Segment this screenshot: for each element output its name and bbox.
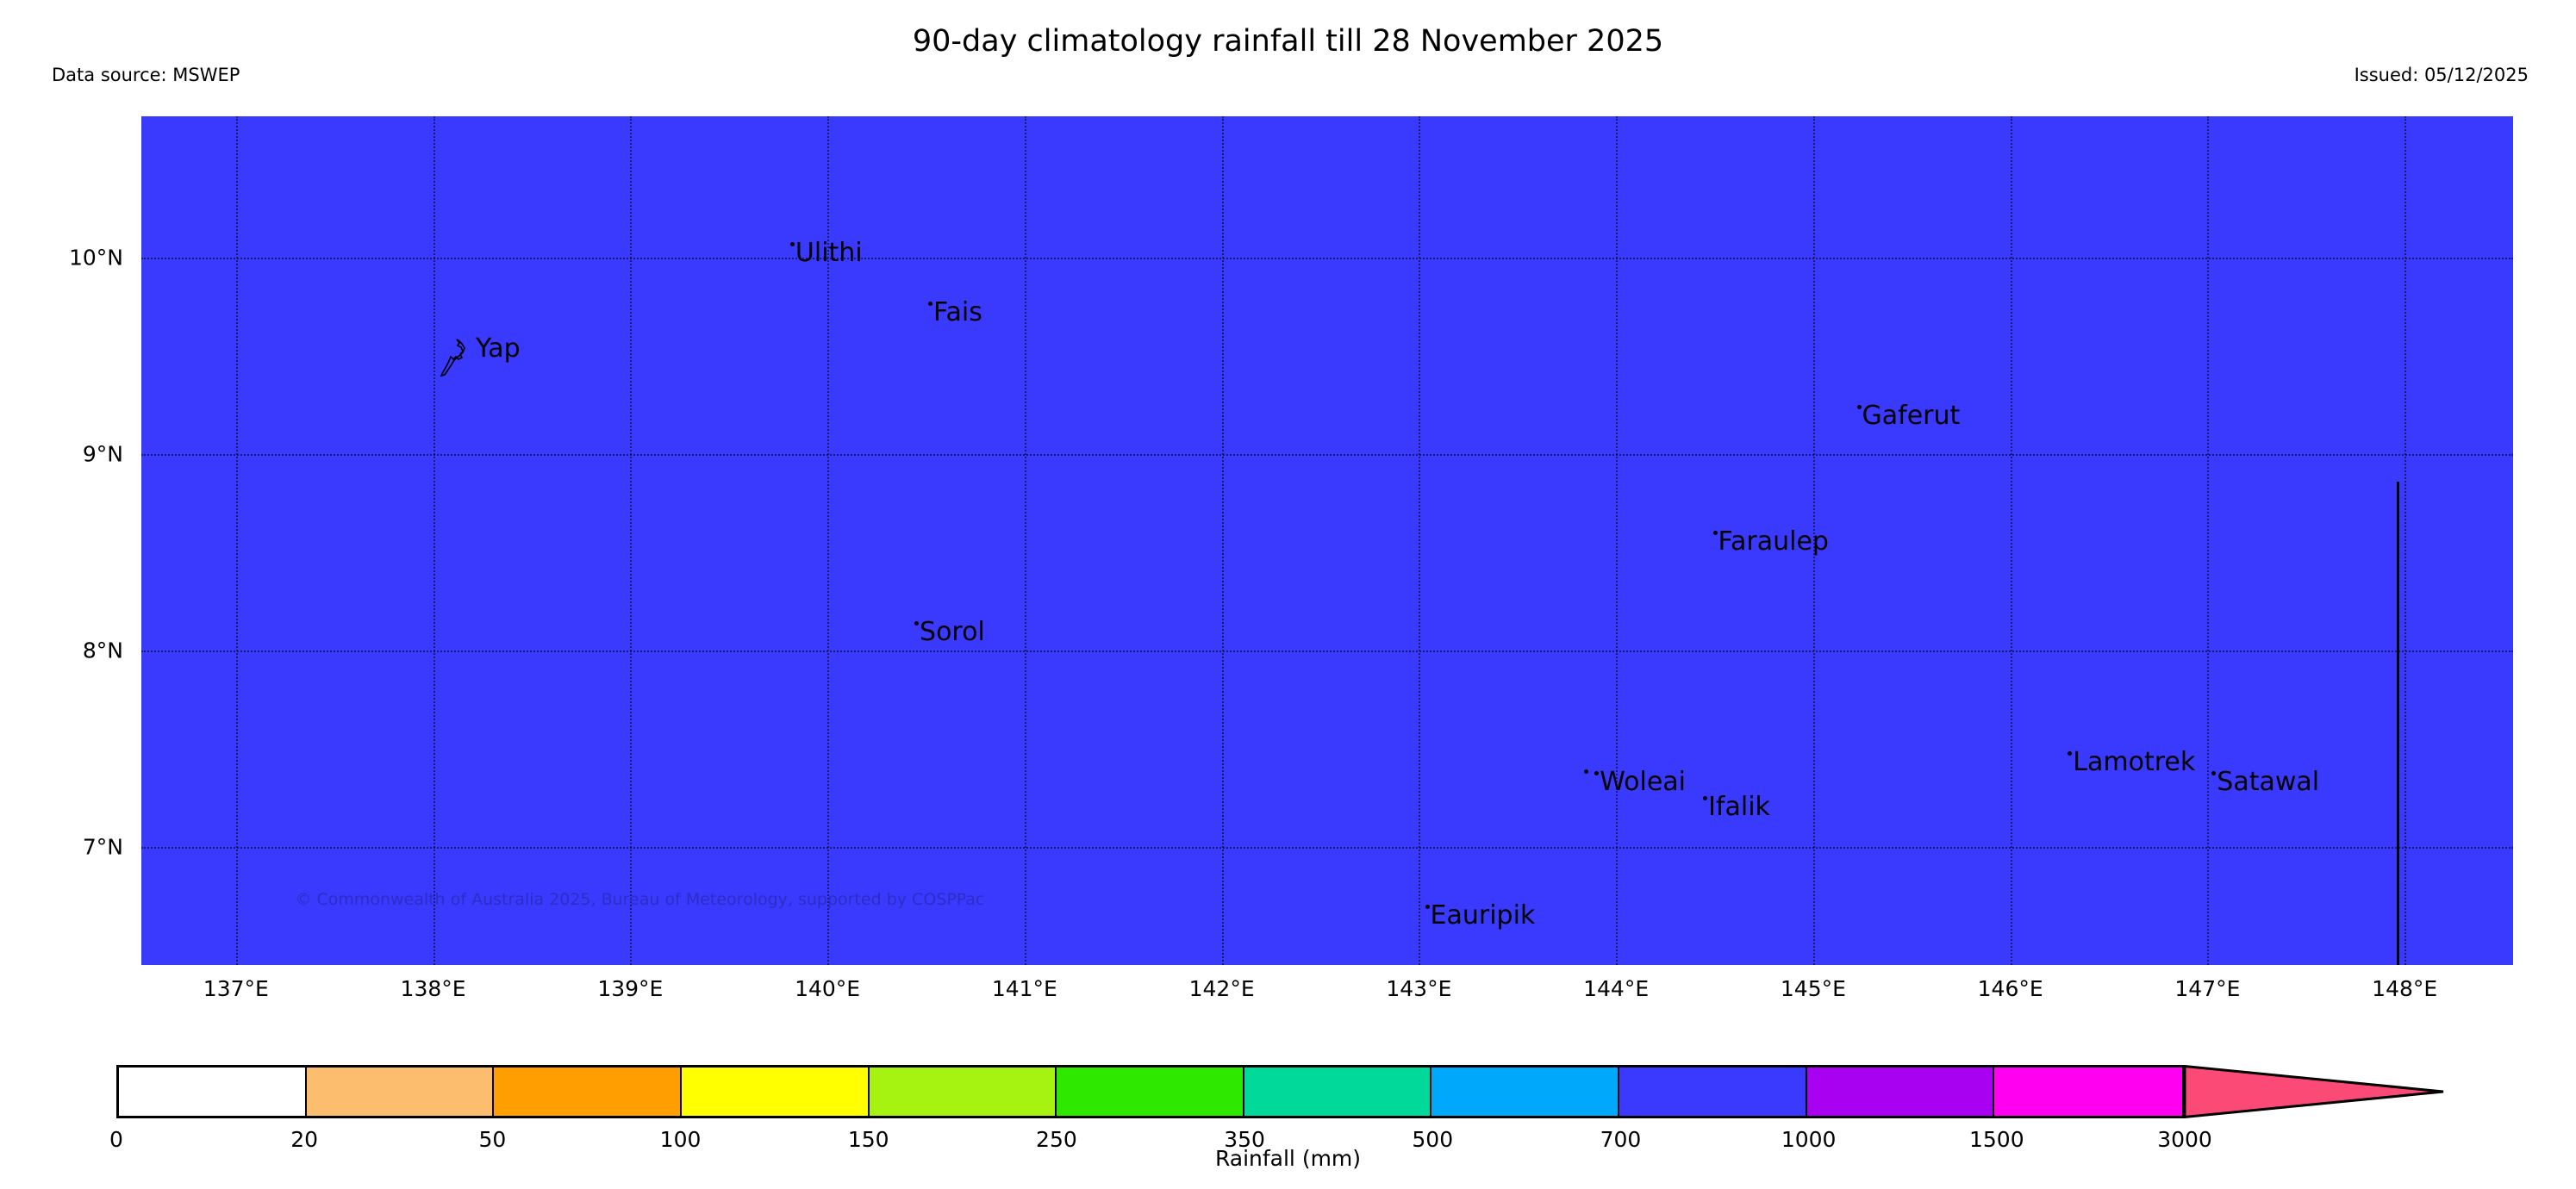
xtick-label: 140°E — [795, 976, 861, 1001]
ytick-label: 10°N — [68, 245, 123, 271]
island-marker-satawal — [2211, 770, 2217, 775]
gridline-longitude — [2207, 116, 2210, 965]
colorbar-segment-350 — [1244, 1068, 1432, 1116]
colorbar-tick-700: 700 — [1600, 1127, 1642, 1152]
island-label-eauripik: Eauripik — [1430, 900, 1536, 931]
island-marker-eauripik — [1425, 904, 1430, 909]
colorbar-segment-250 — [1057, 1068, 1244, 1116]
colorbar-axis-label: Rainfall (mm) — [1214, 1146, 1362, 1171]
colorbar-overflow-arrow — [2185, 1065, 2444, 1118]
island-marker-ulithi — [789, 242, 795, 247]
island-label-satawal: Satawal — [2217, 766, 2320, 797]
colorbar-tick-100: 100 — [659, 1127, 702, 1152]
island-marker-woleai-secondary — [1584, 769, 1589, 774]
gridline-latitude — [141, 847, 2513, 850]
gridline-longitude — [1812, 116, 1815, 965]
colorbar-tick-1000: 1000 — [1781, 1127, 1837, 1152]
colorbar-segment-150 — [869, 1068, 1057, 1116]
colorbar-segments — [116, 1065, 2185, 1118]
island-label-woleai: Woleai — [1600, 766, 1687, 797]
colorbar-tick-20: 20 — [290, 1127, 319, 1152]
xtick-label: 147°E — [2174, 976, 2241, 1001]
gridline-longitude — [2010, 116, 2012, 965]
xtick-label: 138°E — [400, 976, 466, 1001]
ytick-label: 9°N — [82, 441, 123, 467]
copyright-notice: © Commonwealth of Australia 2025, Bureau… — [295, 890, 985, 910]
territory-border-line — [2397, 482, 2400, 965]
colorbar-tick-3000: 3000 — [2157, 1127, 2212, 1152]
island-marker-gaferut — [1856, 405, 1862, 410]
gridline-longitude — [1419, 116, 1421, 965]
island-marker-fais — [928, 301, 933, 306]
colorbar-tick-0: 0 — [109, 1127, 123, 1152]
island-marker-woleai — [1594, 770, 1600, 775]
data-source-label: Data source: MSWEP — [52, 65, 240, 85]
yap-island-outline — [440, 339, 465, 377]
ytick-label: 8°N — [82, 638, 123, 663]
colorbar-segment-700 — [1619, 1068, 1807, 1116]
gridline-longitude — [1616, 116, 1619, 965]
xtick-label: 148°E — [2372, 976, 2438, 1001]
xtick-label: 144°E — [1583, 976, 1650, 1001]
colorbar[interactable]: 0 20 50 100 150 250 350 500 700 1000 1500 3000 — [109, 1065, 2444, 1152]
xtick-label: 146°E — [1977, 976, 2043, 1001]
colorbar-tick-500: 500 — [1412, 1127, 1454, 1152]
gridline-latitude — [141, 651, 2513, 653]
island-marker-lamotrek — [2068, 750, 2073, 756]
colorbar-tick-150: 150 — [847, 1127, 889, 1152]
page-title: 90-day climatology rainfall till 28 Nove… — [912, 24, 1664, 59]
island-label-yap: Yap — [476, 333, 521, 364]
gridline-longitude — [235, 116, 238, 965]
colorbar-segment-0 — [119, 1068, 307, 1116]
island-label-faraulep: Faraulep — [1718, 526, 1829, 557]
island-label-ifalik: Ifalik — [1708, 792, 1770, 823]
gridline-longitude — [433, 116, 435, 965]
rainfall-map[interactable]: Yap Ulithi Fais Sorol Gaferut Faraulep Woleai I… — [141, 116, 2513, 965]
gridline-longitude — [630, 116, 633, 965]
island-marker-sorol — [914, 621, 920, 626]
xtick-label: 142°E — [1188, 976, 1255, 1001]
xtick-label: 139°E — [597, 976, 664, 1001]
xtick-label: 137°E — [203, 976, 269, 1001]
gridline-longitude — [1024, 116, 1026, 965]
colorbar-segment-20 — [306, 1068, 495, 1116]
ytick-label: 7°N — [82, 834, 123, 860]
colorbar-segment-1000 — [1806, 1068, 1995, 1116]
gridline-latitude — [141, 454, 2513, 457]
colorbar-segment-50 — [494, 1068, 682, 1116]
colorbar-tick-1500: 1500 — [1969, 1127, 2024, 1152]
colorbar-segment-100 — [681, 1068, 870, 1116]
gridline-longitude — [827, 116, 830, 965]
xtick-label: 143°E — [1386, 976, 1452, 1001]
island-label-sorol: Sorol — [920, 617, 985, 648]
colorbar-segment-500 — [1431, 1068, 1620, 1116]
colorbar-tick-350: 350 — [1224, 1127, 1265, 1152]
gridline-latitude — [141, 258, 2513, 260]
gridline-longitude — [1221, 116, 1224, 965]
colorbar-tick-250: 250 — [1036, 1127, 1077, 1152]
island-label-ulithi: Ulithi — [795, 238, 863, 269]
xtick-label: 145°E — [1780, 976, 1846, 1001]
island-label-gaferut: Gaferut — [1862, 401, 1961, 432]
island-label-fais: Fais — [933, 296, 982, 327]
issued-date-label: Issued: 05/12/2025 — [2354, 65, 2529, 85]
island-marker-ifalik — [1703, 796, 1708, 801]
gridline-longitude — [2404, 116, 2407, 965]
xtick-label: 141°E — [991, 976, 1057, 1001]
island-label-lamotrek: Lamotrek — [2073, 746, 2196, 777]
colorbar-tick-50: 50 — [478, 1127, 507, 1152]
island-marker-faraulep — [1712, 531, 1718, 536]
colorbar-segment-1500 — [1994, 1068, 2183, 1116]
